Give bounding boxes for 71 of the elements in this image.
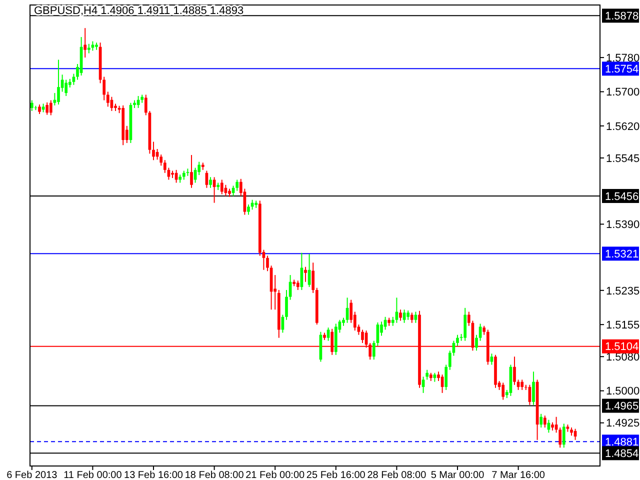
candlestick [444,364,448,390]
chart-title: GBPUSD,H4 1.4906 1.4911 1.4885 1.4893 [34,5,244,17]
candlestick [209,176,212,188]
candlestick [532,371,535,406]
ref-line-label: 1.5104 [605,341,639,354]
candlestick [502,382,505,400]
candlestick [402,309,406,324]
y-tick-label: 1.5780 [606,52,640,64]
candlestick [520,379,524,390]
candlestick [84,28,87,58]
y-tick-label: 1.5620 [606,120,640,133]
candlestick [186,168,190,176]
y-tick-label: 1.5700 [606,86,640,99]
candlestick [87,43,90,54]
x-tick-label: 6 Feb 2013 [6,470,58,480]
candlestick [562,423,566,448]
candlestick [543,415,546,428]
x-tick-label: 25 Feb 16:00 [306,470,366,480]
candlestick [406,310,410,320]
candlestick [440,374,444,394]
candlestick [57,59,60,106]
candlestick [410,312,414,324]
ref-line-label: 1.4965 [605,400,639,413]
candlestick [247,204,250,216]
y-tick-label: 1.5235 [606,285,640,298]
candlestick [475,334,478,352]
x-tick-label: 28 Feb 08:00 [367,470,427,480]
candlestick [46,102,49,116]
y-tick-label: 1.5000 [606,386,640,398]
ref-line-label: 1.5321 [605,248,639,261]
candlestick [38,104,41,114]
y-tick-label: 1.5545 [606,152,640,165]
ref-line-label: 1.5754 [605,64,639,76]
x-tick-label: 5 Mar 00:00 [430,470,485,480]
x-tick-label: 21 Feb 00:00 [246,470,306,480]
candlestick [266,255,269,272]
candlestick [152,141,155,161]
x-tick-label: 7 Mar 16:00 [492,470,546,480]
x-tick-label: 11 Feb 00:00 [64,470,122,480]
candlestick [490,353,494,366]
candlestick [426,369,429,380]
ref-line-label: 1.5456 [605,190,639,203]
candlestick [30,100,34,112]
candlestick [212,176,216,204]
y-tick-label: 1.5080 [606,351,640,364]
x-tick-label: 18 Feb 08:00 [184,470,244,480]
candlestick [456,334,459,346]
candlestick [350,299,353,324]
y-tick-label: 1.5155 [606,319,640,332]
x-tick-label: 13 Feb 16:00 [124,470,184,480]
candlestick [190,154,193,188]
y-tick-label: 1.4925 [606,418,640,430]
candlestick [399,309,402,322]
candlestick [464,307,467,342]
candlestick [296,280,300,290]
ref-line-label: 1.4881 [605,436,639,448]
ref-line-label: 1.5878 [605,10,639,23]
ref-line-label: 1.4854 [605,448,639,460]
y-tick-label: 1.5390 [606,219,640,232]
candlestick [285,289,288,320]
candlestick [422,376,425,394]
candlestick [304,266,307,282]
candlestick [106,91,110,108]
candlestick [513,356,516,386]
candlestick [220,179,224,195]
candlestick [361,329,364,344]
candlestick [478,323,482,342]
candlestick [312,262,315,294]
candlestick [540,413,543,428]
candlestick [326,327,330,342]
candlestick [49,100,52,116]
